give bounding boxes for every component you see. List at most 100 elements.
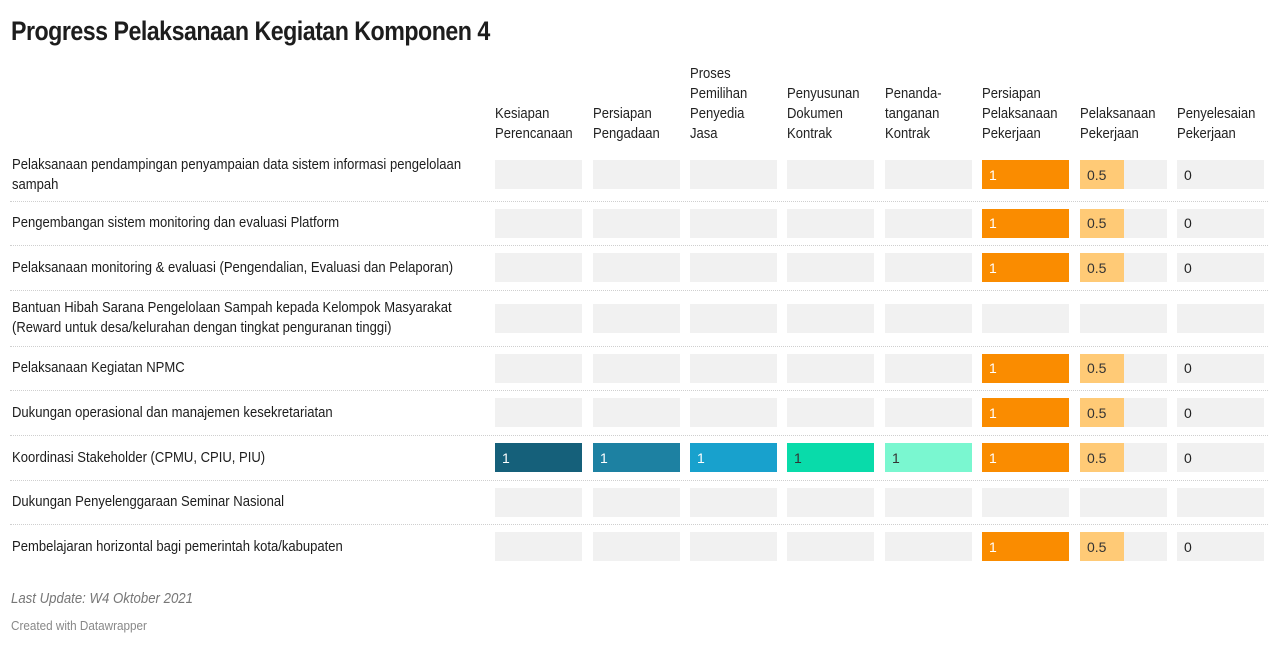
table-cell: 1: [787, 443, 874, 472]
table-cell: 0: [1177, 253, 1264, 282]
table-cell: [690, 208, 777, 238]
row-divider: [10, 524, 1268, 525]
table-cell: 1: [982, 353, 1069, 383]
value-bar: [982, 398, 1069, 427]
chart-title: Progress Pelaksanaan Kegiatan Komponen 4: [11, 16, 490, 46]
row-divider: [10, 390, 1268, 391]
value-label: 0: [1184, 449, 1192, 466]
table-cell: 0.5: [1080, 532, 1167, 561]
table-cell: [593, 487, 680, 517]
row-divider: [10, 201, 1268, 202]
column-header[interactable]: Persiapan Pelaksanaan Pekerjaan: [982, 64, 1065, 144]
row-divider: [10, 435, 1268, 436]
column-header[interactable]: Penyusunan Dokumen Kontrak: [787, 64, 870, 144]
value-label: 1: [989, 259, 997, 276]
table-cell: 1: [982, 443, 1069, 472]
table-cell: [495, 487, 582, 517]
row-label: Dukungan Penyelenggaraan Seminar Nasiona…: [12, 484, 480, 520]
table-cell: [787, 253, 874, 282]
value-bar: [1080, 160, 1124, 189]
value-bar: [982, 253, 1069, 282]
value-label: 1: [697, 449, 705, 466]
value-bar: [593, 443, 680, 472]
column-header[interactable]: Penanda-tanganan Kontrak: [885, 64, 968, 144]
row-divider: [10, 245, 1268, 246]
column-header-label: Penyusunan Dokumen Kontrak: [787, 86, 860, 142]
table-cell: 1: [495, 443, 582, 472]
table-cell: 1: [690, 443, 777, 472]
value-label: 0: [1184, 360, 1192, 376]
datawrapper-credit[interactable]: Created with Datawrapper: [11, 618, 147, 633]
value-label: 0: [1184, 166, 1192, 183]
row-label: Pengembangan sistem monitoring dan evalu…: [12, 205, 480, 241]
table-cell: 0: [1177, 398, 1264, 427]
row-label: Koordinasi Stakeholder (CPMU, CPIU, PIU): [12, 439, 480, 476]
table-cell: 1: [982, 253, 1069, 282]
row-divider: [10, 480, 1268, 481]
value-label: 0.5: [1087, 215, 1107, 231]
table-cell: [787, 398, 874, 427]
table-cell: [495, 532, 582, 561]
table-cell: 1: [593, 443, 680, 472]
table-cell: [982, 487, 1069, 517]
table-cell: [885, 532, 972, 561]
table-cell: [885, 303, 972, 333]
value-label: 0.5: [1087, 538, 1107, 555]
table-cell: 1: [982, 160, 1069, 189]
table-cell: [690, 253, 777, 282]
value-label: 1: [794, 449, 802, 466]
table-cell: [495, 160, 582, 189]
value-label: 1: [989, 360, 997, 376]
row-label-text: Koordinasi Stakeholder (CPMU, CPIU, PIU): [12, 449, 266, 466]
table-cell: [1080, 487, 1167, 517]
table-cell: 1: [982, 532, 1069, 561]
column-header[interactable]: Persiapan Pengadaan: [593, 64, 676, 144]
table-cell: [495, 303, 582, 333]
value-bar: [1080, 443, 1124, 472]
table-cell: [787, 532, 874, 561]
value-label: 1: [502, 449, 510, 466]
value-bar: [885, 443, 972, 472]
row-label: Dukungan operasional dan manajemen kesek…: [12, 394, 480, 431]
row-label-text: Pelaksanaan Kegiatan NPMC: [12, 360, 185, 376]
value-label: 0.5: [1087, 360, 1107, 376]
value-bar: [1080, 253, 1124, 282]
table-cell: [885, 353, 972, 383]
column-header-label: Kesiapan Perencanaan: [495, 106, 573, 142]
table-cell: [495, 208, 582, 238]
value-label: 1: [989, 538, 997, 555]
table-cell: [1080, 303, 1167, 333]
table-cell: [593, 208, 680, 238]
table-cell: 0.5: [1080, 353, 1167, 383]
table-cell: [495, 253, 582, 282]
last-update-note: Last Update: W4 Oktober 2021: [11, 590, 193, 607]
table-cell: [787, 353, 874, 383]
row-label: Pelaksanaan monitoring & evaluasi (Penge…: [12, 249, 480, 286]
value-label: 0: [1184, 538, 1192, 555]
table-cell: 1: [982, 398, 1069, 427]
value-label: 1: [989, 449, 997, 466]
row-label-text: Pembelajaran horizontal bagi pemerintah …: [12, 538, 343, 555]
table-cell: [885, 208, 972, 238]
column-header[interactable]: Penyelesaian Pekerjaan: [1177, 64, 1260, 144]
row-divider: [10, 346, 1268, 347]
column-header-label: Penanda-tanganan Kontrak: [885, 86, 942, 142]
table-cell: [593, 253, 680, 282]
value-bar: [982, 532, 1069, 561]
column-header[interactable]: Kesiapan Perencanaan: [495, 64, 578, 144]
value-label: 0: [1184, 404, 1192, 421]
column-header[interactable]: Pelaksanaan Pekerjaan: [1080, 64, 1163, 144]
column-header[interactable]: Proses Pemilihan Penyedia Jasa: [690, 64, 773, 144]
value-label: 0: [1184, 259, 1192, 276]
table-cell: 0.5: [1080, 398, 1167, 427]
value-label: 0.5: [1087, 404, 1107, 421]
value-label: 1: [989, 166, 997, 183]
column-header-label: Persiapan Pelaksanaan Pekerjaan: [982, 86, 1058, 142]
table-cell: 1: [885, 443, 972, 472]
row-divider: [10, 290, 1268, 291]
table-cell: [690, 487, 777, 517]
table-cell: [690, 398, 777, 427]
value-bar: [982, 443, 1069, 472]
table-cell: 0: [1177, 443, 1264, 472]
value-label: 0.5: [1087, 166, 1107, 183]
